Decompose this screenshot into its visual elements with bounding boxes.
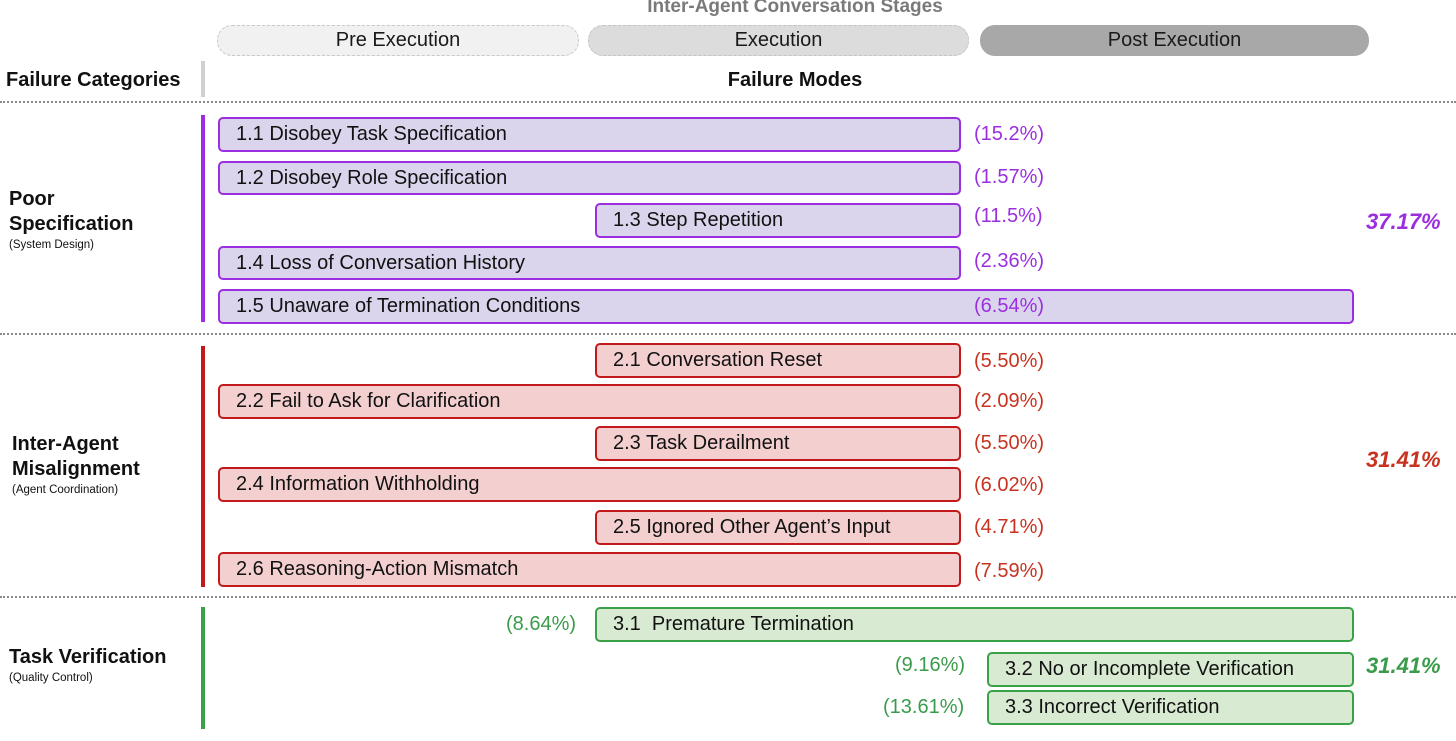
divider-1 [0, 333, 1456, 335]
failure-mode-3-3: 3.3 Incorrect Verification [987, 690, 1354, 725]
stage-post-execution: Post Execution [980, 25, 1369, 56]
failure-mode-2-4: 2.4 Information Withholding [218, 467, 961, 502]
failure-categories-header: Failure Categories [6, 69, 181, 91]
failure-mode-3-2: 3.2 No or Incomplete Verification [987, 652, 1354, 687]
failure-mode-2-6: 2.6 Reasoning-Action Mismatch [218, 552, 961, 587]
category-total: 31.41% [1366, 447, 1441, 472]
failure-mode-pct: (11.5%) [974, 205, 1043, 227]
category-subtitle: (Agent Coordination) [12, 484, 119, 496]
category-total: 31.41% [1366, 653, 1441, 678]
failure-mode-2-1: 2.1 Conversation Reset [595, 343, 961, 378]
failure-mode-pct: (13.61%) [883, 696, 965, 718]
failure-mode-1-3: 1.3 Step Repetition [595, 203, 961, 238]
header-separator [201, 61, 205, 97]
category-name: Task Verification [9, 646, 167, 668]
failure-mode-pct: (2.36%) [974, 250, 1045, 272]
failure-mode-pct: (6.02%) [974, 474, 1045, 496]
failure-mode-pct: (6.54%) [974, 295, 1045, 317]
category-name: Poor [9, 188, 55, 210]
category-name: Misalignment [12, 458, 140, 480]
stages-title: Inter-Agent Conversation Stages [647, 0, 943, 17]
failure-mode-3-1: 3.1 Premature Termination [595, 607, 1354, 642]
category-subtitle: (System Design) [9, 239, 94, 251]
divider-top [0, 101, 1456, 103]
category-bar-task-verification [201, 607, 205, 729]
failure-mode-pct: (7.59%) [974, 560, 1045, 582]
category-subtitle: (Quality Control) [9, 672, 93, 684]
failure-mode-pct: (9.16%) [895, 654, 966, 676]
failure-mode-1-1: 1.1 Disobey Task Specification [218, 117, 961, 152]
failure-modes-header: Failure Modes [727, 69, 863, 91]
stage-pre-execution: Pre Execution [217, 25, 579, 56]
failure-mode-1-5: 1.5 Unaware of Termination Conditions [218, 289, 1354, 324]
category-inter-agent-misalignment: Inter-Agent Misalignment (Agent Coordina… [12, 432, 140, 496]
failure-mode-pct: (15.2%) [974, 123, 1045, 145]
failure-mode-pct: (8.64%) [506, 613, 577, 635]
failure-mode-pct: (1.57%) [974, 166, 1045, 188]
category-poor-specification: Poor Specification (System Design) [9, 187, 133, 251]
failure-mode-pct: (5.50%) [974, 432, 1045, 454]
category-bar-poor-specification [201, 115, 205, 322]
failure-mode-1-4: 1.4 Loss of Conversation History [218, 246, 961, 280]
category-task-verification: Task Verification (Quality Control) [9, 645, 166, 684]
failure-mode-pct: (4.71%) [974, 516, 1045, 538]
failure-mode-2-5: 2.5 Ignored Other Agent’s Input [595, 510, 961, 545]
stage-execution: Execution [588, 25, 969, 56]
divider-2 [0, 596, 1456, 598]
category-name: Specification [9, 213, 134, 235]
failure-mode-pct: (2.09%) [974, 390, 1045, 412]
failure-mode-2-3: 2.3 Task Derailment [595, 426, 961, 461]
category-total: 37.17% [1366, 209, 1441, 234]
failure-mode-1-2: 1.2 Disobey Role Specification [218, 161, 961, 195]
failure-mode-2-2: 2.2 Fail to Ask for Clarification [218, 384, 961, 419]
failure-mode-pct: (5.50%) [974, 350, 1045, 372]
category-name: Inter-Agent [12, 433, 119, 455]
category-bar-inter-agent-misalignment [201, 346, 205, 587]
